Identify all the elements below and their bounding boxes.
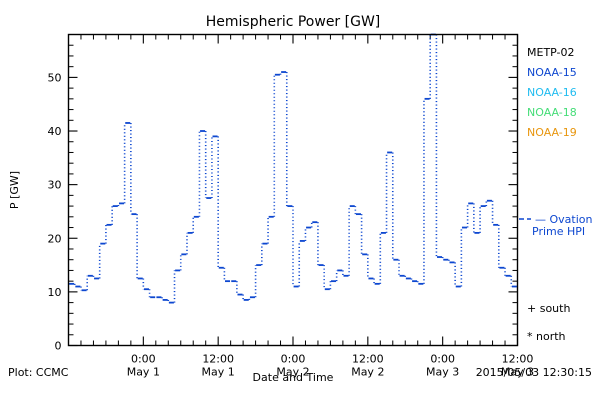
legend: METP-02 NOAA-15 NOAA-16 NOAA-18 NOAA-19 — Ova… — [519, 46, 593, 343]
chart-title: Hemispheric Power [GW] — [206, 14, 381, 30]
x-tick-time-label: 0:00 — [430, 353, 455, 366]
y-tick-label: 0 — [55, 340, 62, 353]
y-tick-label: 40 — [48, 125, 62, 138]
legend-marker-north: * north — [527, 330, 566, 343]
y-tick-label: 10 — [48, 286, 62, 299]
x-axis-label: Date and Time — [253, 371, 334, 384]
x-tick-date-label: May 1 — [127, 366, 160, 379]
y-tick-label: 30 — [48, 179, 62, 192]
y-axis-ticks: 0 10 20 30 40 50 — [48, 34, 518, 353]
legend-satellite-noaa-16[interactable]: NOAA-16 — [527, 86, 577, 99]
generated-timestamp: 2015/05/03 12:30:15 — [476, 366, 592, 379]
x-tick-date-label: May 1 — [202, 366, 235, 379]
x-tick-time-label: 12:00 — [352, 353, 384, 366]
legend-satellite-noaa-15[interactable]: NOAA-15 — [527, 66, 577, 79]
legend-marker-south: + south — [527, 302, 570, 315]
legend-ovation-line2[interactable]: Prime HPI — [532, 225, 585, 238]
y-tick-label: 20 — [48, 232, 62, 245]
x-tick-date-label: May 3 — [501, 366, 534, 379]
y-tick-label: 50 — [48, 71, 62, 84]
x-tick-time-label: 12:00 — [202, 353, 234, 366]
legend-satellite-noaa-18[interactable]: NOAA-18 — [527, 106, 577, 119]
x-tick-time-label: 0:00 — [131, 353, 156, 366]
x-tick-time-label: 12:00 — [502, 353, 534, 366]
x-tick-time-label: 0:00 — [281, 353, 306, 366]
x-tick-date-label: May 2 — [276, 366, 309, 379]
plot-frame — [67, 33, 519, 347]
legend-ovation-line1[interactable]: — Ovation — [535, 213, 593, 226]
y-axis-label: P [GW] — [8, 171, 21, 209]
x-tick-date-label: May 3 — [426, 366, 459, 379]
plot-credit: Plot: CCMC — [8, 366, 69, 379]
legend-satellite-noaa-19[interactable]: NOAA-19 — [527, 126, 577, 139]
data-series-group — [69, 33, 517, 304]
legend-satellite-metp-02[interactable]: METP-02 — [527, 46, 575, 59]
x-tick-date-label: May 2 — [351, 366, 384, 379]
